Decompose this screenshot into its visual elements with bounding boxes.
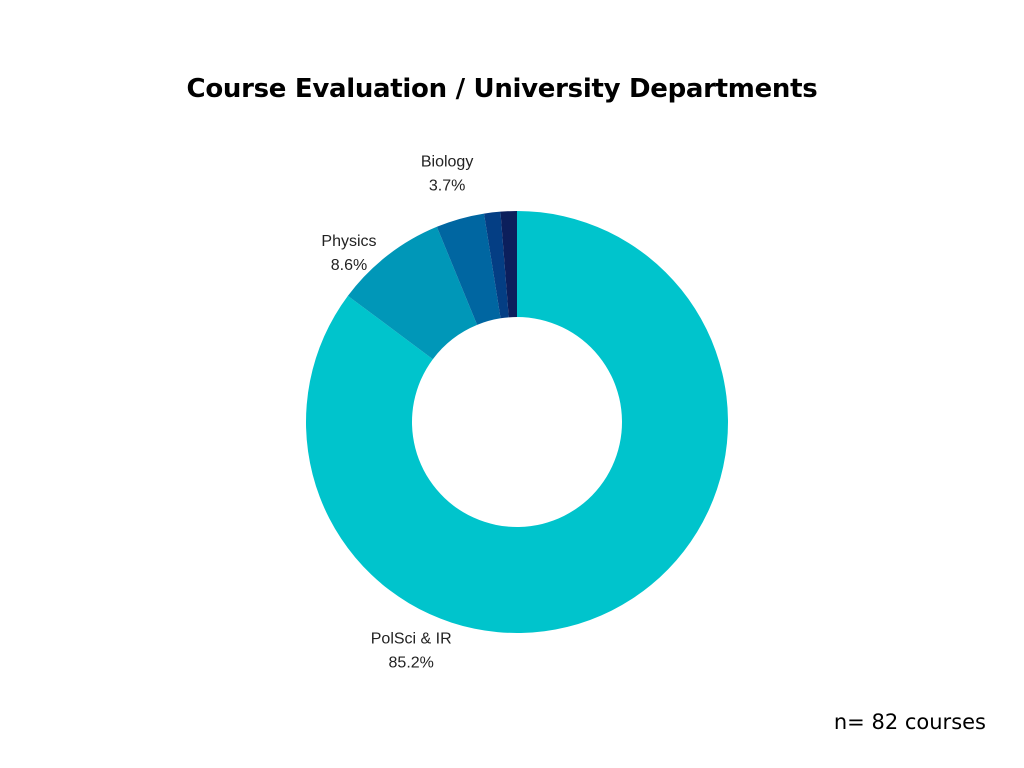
slice-label-value: 8.6% xyxy=(331,257,367,274)
slice-label-value: 3.7% xyxy=(429,178,465,195)
slice-label-name: PolSci & IR xyxy=(371,631,452,648)
slice-label-name: Physics xyxy=(321,233,376,250)
donut-slice-unlabeled-3 xyxy=(483,211,509,319)
slice-labels: PolSci & IR 85.2% Physics 8.6% Biology 3.7% xyxy=(321,154,473,672)
chart-title: Course Evaluation / University Departmen… xyxy=(186,74,818,104)
slice-label-value: 85.2% xyxy=(389,655,434,672)
slice-label-name: Biology xyxy=(421,154,473,171)
donut-slice-physics xyxy=(347,226,478,360)
sample-size-note: n= 82 courses xyxy=(833,710,986,734)
donut-slice-biology xyxy=(436,213,501,325)
donut-slices xyxy=(306,211,728,633)
donut-slice-unlabeled-4 xyxy=(500,211,517,318)
donut-slice-polsci-ir xyxy=(306,211,728,633)
